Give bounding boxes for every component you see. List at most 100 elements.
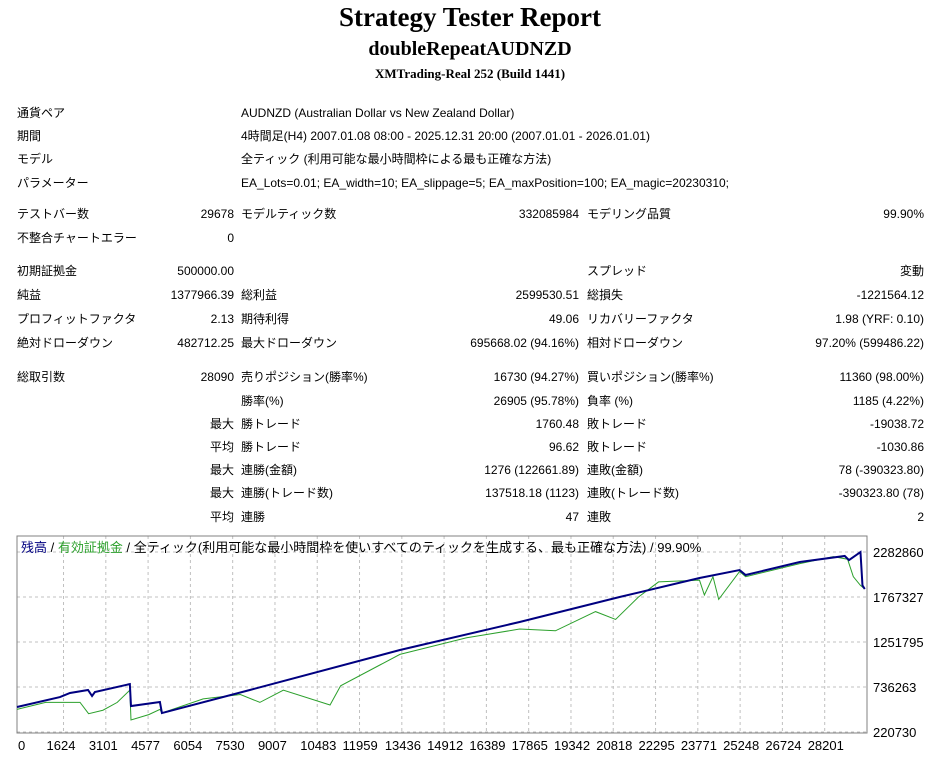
- stat-v1: 2.13: [210, 312, 234, 326]
- stat-v3: 1185 (4.22%): [852, 394, 924, 408]
- x-tick-label: 1624: [47, 738, 76, 753]
- chart-legend: 残高 / 有効証拠金 / 全ティック(利用可能な最小時間枠を使いすべてのティック…: [21, 540, 702, 555]
- stat-v2: 332085984: [518, 207, 579, 221]
- stat-v3: 78 (-390323.80): [838, 463, 924, 477]
- stat-v1: 29678: [200, 207, 234, 221]
- stat-l2: 最大ドローダウン: [241, 336, 338, 350]
- y-tick-label: 736263: [873, 680, 916, 695]
- strategy-name: doubleRepeatAUDNZD: [368, 38, 572, 60]
- plot-frame: [16, 535, 868, 734]
- y-tick-label: 2282860: [873, 545, 924, 560]
- stat-pre: 平均: [209, 440, 234, 454]
- stat-l2: 連勝(トレード数): [241, 486, 333, 500]
- info-value: AUDNZD (Australian Dollar vs New Zealand…: [241, 106, 515, 120]
- stat-v1: 0: [227, 231, 234, 245]
- x-tick-label: 16389: [469, 738, 505, 753]
- stat-l3: リカバリーファクタ: [587, 312, 694, 326]
- stats-row: テストバー数 29678 モデルティック数 332085984 モデリング品質 99.90…: [0, 206, 940, 222]
- x-tick-label: 26724: [765, 738, 801, 753]
- stat-l2: 売りポジション(勝率%): [241, 370, 368, 384]
- stat-l1: 不整合チャートエラー: [17, 231, 137, 245]
- x-tick-label: 3101: [89, 738, 118, 753]
- info-label: 通貨ペア: [17, 106, 66, 120]
- x-tick-label: 25248: [723, 738, 759, 753]
- x-tick-label: 13436: [385, 738, 421, 753]
- stat-v2: 26905 (95.78%): [493, 394, 579, 408]
- x-tick-label: 14912: [427, 738, 463, 753]
- stat-v3: -390323.80 (78): [838, 486, 924, 500]
- stats-row: 最大 連勝(トレード数) 137518.18 (1123) 連敗(トレード数) -390…: [0, 485, 940, 501]
- stat-l1: 総取引数: [17, 370, 66, 384]
- x-tick-label: 17865: [512, 738, 548, 753]
- legend-balance: 残高: [21, 540, 47, 555]
- info-row: 期間 4時間足(H4) 2007.01.08 08:00 - 2025.12.31…: [0, 128, 940, 144]
- stat-l3: 連敗(トレード数): [587, 486, 679, 500]
- stat-v2: 96.62: [548, 440, 579, 454]
- info-row: パラメーター EA_Lots=0.01; EA_width=10; EA_slip…: [0, 175, 940, 191]
- stats-row: 純益 1377966.39 総利益 2599530.51 総損失 -1221564.12: [0, 287, 940, 303]
- stats-row: 平均 連勝 47 連敗 2: [0, 509, 940, 525]
- stat-v3: -1030.86: [876, 440, 924, 454]
- stat-l1: プロフィットファクタ: [17, 312, 137, 326]
- x-tick-label: 10483: [300, 738, 336, 753]
- stat-pre: 最大: [209, 486, 234, 500]
- info-value: 4時間足(H4) 2007.01.08 08:00 - 2025.12.31 2…: [241, 129, 650, 143]
- stat-v3: -19038.72: [869, 417, 924, 431]
- stat-l1: テストバー数: [17, 207, 90, 221]
- stat-l1: 初期証拠金: [17, 264, 78, 278]
- stats-row: 絶対ドローダウン 482712.25 最大ドローダウン 695668.02 (94.1…: [0, 335, 940, 351]
- info-value: 全ティック (利用可能な最小時間枠による最も正確な方法): [241, 152, 552, 166]
- stat-l3: 連敗: [587, 510, 612, 524]
- stat-v3: 99.90%: [883, 207, 924, 221]
- info-row: モデル 全ティック (利用可能な最小時間枠による最も正確な方法): [0, 151, 940, 167]
- stat-v3: 11360 (98.00%): [839, 370, 924, 384]
- stat-v2: 137518.18 (1123): [485, 486, 579, 500]
- stat-l2: 連勝(金額): [241, 463, 297, 477]
- stat-v3: -1221564.12: [856, 288, 924, 302]
- stat-v3: 2: [917, 510, 924, 524]
- stat-v2: 1760.48: [535, 417, 579, 431]
- x-tick-label: 20818: [596, 738, 632, 753]
- stat-v1: 482712.25: [177, 336, 234, 350]
- balance-line: [16, 550, 866, 715]
- x-tick-label: 4577: [131, 738, 160, 753]
- stat-l1: 絶対ドローダウン: [17, 336, 114, 350]
- stat-v1: 28090: [200, 370, 234, 384]
- stat-pre: 最大: [209, 463, 234, 477]
- equity-line: [16, 556, 866, 721]
- stat-l3: 負率 (%): [587, 394, 633, 408]
- y-tick-label: 220730: [873, 725, 916, 740]
- x-tick-label: 7530: [216, 738, 245, 753]
- info-row: 通貨ペア AUDNZD (Australian Dollar vs New Zea…: [0, 105, 940, 121]
- stat-l2: 連勝: [241, 510, 266, 524]
- info-label: モデル: [17, 152, 54, 166]
- stat-l3: 総損失: [587, 288, 624, 302]
- stat-v2: 49.06: [548, 312, 579, 326]
- stat-v1: 1377966.39: [170, 288, 234, 302]
- stats-row: 総取引数 28090 売りポジション(勝率%) 16730 (94.27%) 買いポジシ…: [0, 369, 940, 385]
- y-tick-label: 1767327: [873, 590, 924, 605]
- stat-v2: 16730 (94.27%): [493, 370, 579, 384]
- stat-l3: モデリング品質: [587, 207, 672, 221]
- x-tick-label: 19342: [554, 738, 590, 753]
- stat-pre: 平均: [209, 510, 234, 524]
- stats-row: プロフィットファクタ 2.13 期待利得 49.06 リカバリーファクタ 1.98 (YR…: [0, 311, 940, 327]
- info-label: パラメーター: [17, 176, 89, 190]
- stat-l2: 勝トレード: [241, 440, 302, 454]
- stat-l3: スプレッド: [587, 264, 648, 278]
- stat-v2: 1276 (122661.89): [484, 463, 579, 477]
- stat-l2: 総利益: [241, 288, 278, 302]
- server-build: XMTrading-Real 252 (Build 1441): [374, 66, 566, 81]
- stat-l3: 買いポジション(勝率%): [587, 370, 714, 384]
- stat-pre: 最大: [209, 417, 234, 431]
- stat-v3: 変動: [899, 264, 924, 278]
- x-tick-label: 11959: [343, 738, 378, 753]
- stats-row: 不整合チャートエラー 0: [0, 230, 940, 246]
- stat-v1: 500000.00: [177, 264, 234, 278]
- stats-row: 平均 勝トレード 96.62 敗トレード -1030.86: [0, 439, 940, 455]
- info-value: EA_Lots=0.01; EA_width=10; EA_slippage=5…: [241, 176, 730, 190]
- x-tick-label: 22295: [639, 738, 675, 753]
- legend-sep: /: [47, 540, 58, 555]
- stat-v2: 2599530.51: [515, 288, 579, 302]
